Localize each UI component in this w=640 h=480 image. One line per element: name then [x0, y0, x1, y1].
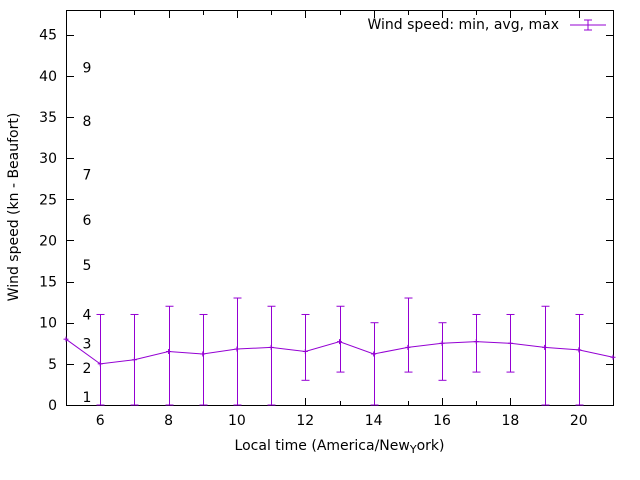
x-tick-label: 16	[433, 413, 451, 429]
beaufort-scale-label: 8	[83, 114, 92, 130]
y-tick-label: 35	[39, 110, 57, 126]
beaufort-scale-label: 7	[83, 168, 92, 184]
y-axis-title: Wind speed (kn - Beaufort)	[6, 112, 22, 302]
y-tick-label: 30	[39, 151, 57, 167]
beaufort-scale-label: 5	[83, 258, 92, 274]
x-axis-title-suffix: ork)	[416, 438, 445, 454]
y-tick-label: 20	[39, 233, 57, 249]
y-tick-label: 15	[39, 275, 57, 291]
tick-labels: 6 8 10 12 14 16 18 2005101520253035404512345678…	[39, 28, 588, 429]
y-tick-label: 5	[48, 357, 57, 373]
legend-errorbar-sample	[570, 19, 606, 31]
x-axis-title-text: Local time (America/New	[234, 438, 410, 454]
beaufort-scale-label: 6	[83, 213, 92, 229]
x-tick-label: 14	[365, 413, 383, 429]
legend: Wind speed: min, avg, max	[367, 17, 607, 33]
x-tick-label: 8	[164, 413, 173, 429]
legend-label: Wind speed: min, avg, max	[367, 17, 559, 33]
x-tick-label: 20	[570, 413, 588, 429]
axes	[66, 10, 614, 406]
y-tick-label: 25	[39, 192, 57, 208]
beaufort-scale-label: 1	[83, 390, 92, 406]
x-axis-title-subscript: Y	[409, 443, 417, 456]
y-tick-label: 40	[39, 69, 57, 85]
x-tick-label: 18	[502, 413, 520, 429]
x-tick-label: 12	[296, 413, 314, 429]
y-tick-label: 10	[39, 316, 57, 332]
beaufort-scale-label: 9	[83, 61, 92, 77]
x-tick-label: 6	[96, 413, 105, 429]
y-tick-label: 0	[48, 398, 57, 414]
beaufort-scale-label: 4	[83, 307, 92, 323]
wind-speed-series	[63, 297, 616, 406]
x-tick-label: 10	[228, 413, 246, 429]
beaufort-scale-label: 3	[83, 336, 92, 352]
beaufort-scale-label: 2	[83, 361, 92, 377]
x-axis-title: Local time (America/NewYork)	[66, 438, 613, 456]
y-tick-label: 45	[39, 28, 57, 44]
